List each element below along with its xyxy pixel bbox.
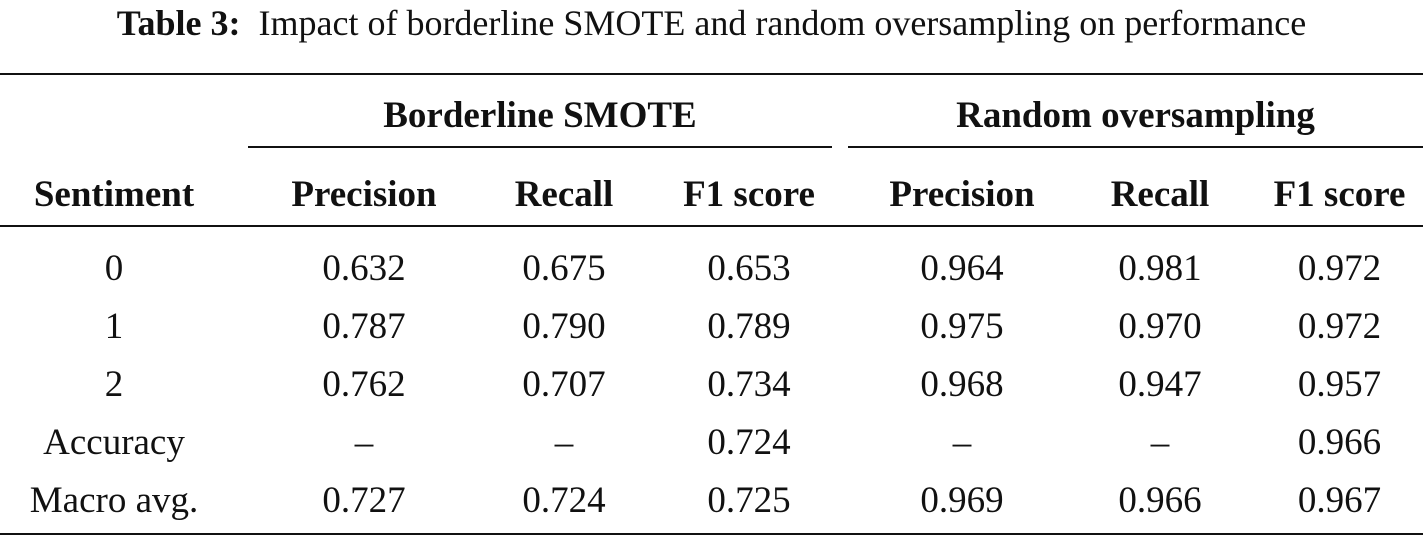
table-cell: 0.975 <box>920 306 1004 347</box>
column-header-precision: Precision <box>889 174 1035 215</box>
table-cell: 0.972 <box>1297 248 1382 289</box>
table-cell: 0.653 <box>707 248 791 289</box>
group-header-borderline-smote: Borderline SMOTE <box>383 95 697 136</box>
caption-label: Table 3: <box>116 3 241 43</box>
table-cell: 0.789 <box>707 306 791 347</box>
table-cell: 0.707 <box>522 364 606 405</box>
table-cell: 0.727 <box>322 480 406 521</box>
table-cell: 0.725 <box>707 480 791 521</box>
table-cell: 0.966 <box>1297 422 1382 463</box>
header-rule <box>0 225 1423 227</box>
bottom-rule <box>0 533 1423 535</box>
table-cell: 0.966 <box>1118 480 1202 521</box>
column-header-recall: Recall <box>514 174 614 215</box>
group-rule-random-oversampling <box>848 146 1423 148</box>
table-cell: 0.972 <box>1297 306 1382 347</box>
table-cell: – <box>554 422 574 463</box>
row-label: 2 <box>104 364 124 405</box>
table-cell: 0.724 <box>707 422 791 463</box>
column-header-f1-score: F1 score <box>1273 174 1406 215</box>
table-cell: 0.981 <box>1118 248 1202 289</box>
column-header-sentiment: Sentiment <box>33 174 195 215</box>
top-rule <box>0 73 1423 75</box>
table-cell: 0.734 <box>707 364 791 405</box>
caption-text: Impact of borderline SMOTE and random ov… <box>258 3 1307 43</box>
table-cell: 0.724 <box>522 480 606 521</box>
table-cell: 0.969 <box>920 480 1004 521</box>
table-cell: 0.967 <box>1297 480 1382 521</box>
table-cell: – <box>354 422 374 463</box>
table-cell: – <box>1150 422 1170 463</box>
column-header-recall: Recall <box>1110 174 1210 215</box>
group-header-random-oversampling: Random oversampling <box>956 95 1315 136</box>
table-caption: Table 3: Impact of borderline SMOTE and … <box>0 2 1423 44</box>
row-label: Macro avg. <box>29 480 199 521</box>
column-header-f1-score: F1 score <box>683 174 815 215</box>
table-cell: 0.964 <box>920 248 1004 289</box>
group-rule-borderline-smote <box>248 146 832 148</box>
table-cell: 0.790 <box>522 306 606 347</box>
table-cell: 0.947 <box>1118 364 1202 405</box>
table-cell: 0.762 <box>322 364 406 405</box>
table-cell: – <box>952 422 972 463</box>
row-label: Accuracy <box>43 422 185 463</box>
table-cell: 0.787 <box>322 306 406 347</box>
row-label: 1 <box>104 306 124 347</box>
table-cell: 0.957 <box>1297 364 1382 405</box>
table-cell: 0.632 <box>322 248 406 289</box>
column-header-precision: Precision <box>291 174 437 215</box>
row-label: 0 <box>104 248 124 289</box>
table-cell: 0.968 <box>920 364 1004 405</box>
table-cell: 0.970 <box>1118 306 1202 347</box>
table-cell: 0.675 <box>522 248 606 289</box>
